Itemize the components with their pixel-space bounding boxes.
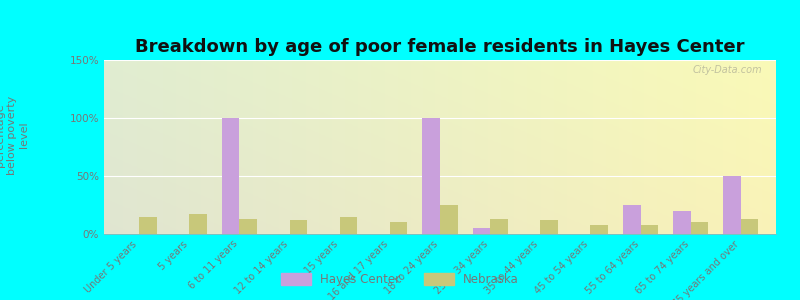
Bar [673, 211, 690, 234]
Bar [623, 205, 641, 234]
Bar [741, 219, 758, 234]
Bar [473, 228, 490, 234]
Bar [290, 220, 307, 234]
Bar [340, 217, 358, 234]
Bar [690, 222, 708, 234]
Bar [390, 222, 407, 234]
Bar [422, 118, 440, 234]
Bar [190, 214, 207, 234]
Bar [590, 225, 608, 234]
Bar [440, 205, 458, 234]
Bar [490, 219, 508, 234]
Bar [540, 220, 558, 234]
Bar [723, 176, 741, 234]
Title: Breakdown by age of poor female residents in Hayes Center: Breakdown by age of poor female resident… [135, 38, 745, 56]
Bar [641, 225, 658, 234]
Bar [239, 219, 257, 234]
Bar [222, 118, 239, 234]
Legend: Hayes Center, Nebraska: Hayes Center, Nebraska [277, 268, 523, 291]
Text: City-Data.com: City-Data.com [693, 65, 762, 75]
Bar [139, 217, 157, 234]
Text: percentage
below poverty
level: percentage below poverty level [0, 95, 29, 175]
